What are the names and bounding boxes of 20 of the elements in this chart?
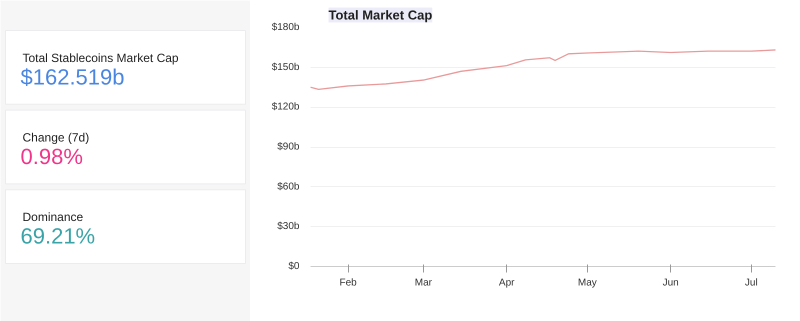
y-tick-label: $0 bbox=[288, 261, 300, 272]
y-tick-label: $180b bbox=[272, 22, 300, 33]
x-tick-label: Jul bbox=[744, 278, 758, 288]
text: Change (7d) bbox=[22, 130, 90, 144]
y-tick-label: $60b bbox=[277, 181, 300, 192]
y-tick-label: $30b bbox=[277, 221, 300, 232]
chart-title: Total Market Cap bbox=[328, 8, 432, 22]
x-tick-label: Apr bbox=[498, 278, 516, 288]
text: 0.98% bbox=[20, 144, 83, 170]
y-tick-label: $150b bbox=[272, 62, 300, 73]
y-tick-label: $90b bbox=[277, 142, 300, 152]
x-tick-label: Mar bbox=[414, 278, 433, 288]
x-tick-label: Feb bbox=[340, 278, 358, 288]
text: Dominance bbox=[22, 210, 84, 224]
x-tick-label: May bbox=[578, 278, 597, 288]
text: $162.519b bbox=[20, 64, 124, 90]
x-tick-label: Jun bbox=[662, 278, 679, 288]
text: 69.21% bbox=[20, 224, 96, 249]
y-tick-label: $120b bbox=[272, 102, 300, 113]
text: Total Stablecoins Market Cap bbox=[22, 50, 179, 65]
